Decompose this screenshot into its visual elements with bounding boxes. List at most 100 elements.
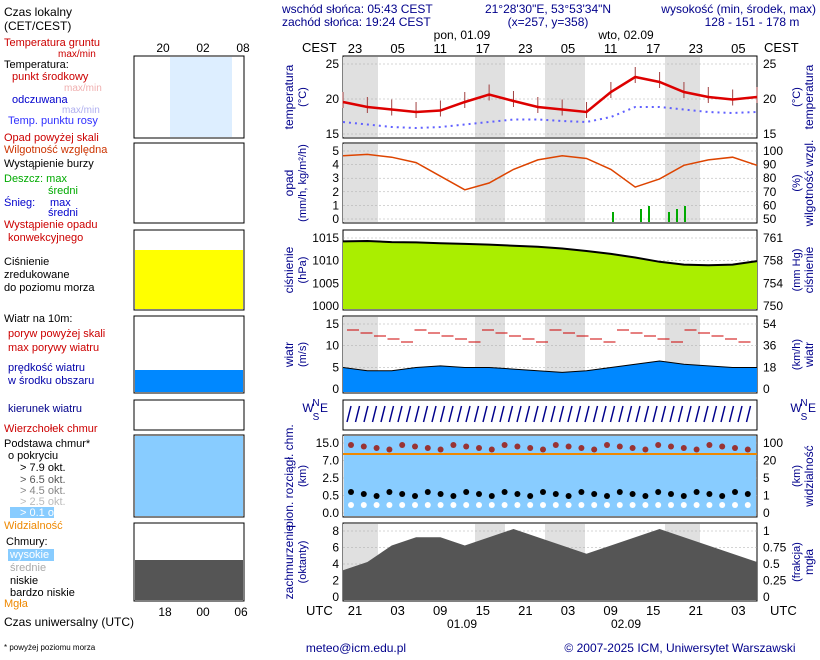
sunset-text: zachód słońca: 19:24 CEST — [282, 15, 431, 29]
legend-column: Czas lokalny (CET/CEST) Temperatura grun… — [4, 5, 250, 652]
night-band-temp-2 — [545, 57, 585, 137]
tick-right-cov-2: 0.5 — [763, 557, 780, 571]
cloud-base-dot-16 — [552, 491, 559, 497]
wind-arrow-6 — [397, 405, 403, 423]
panel-precip: 5 100 4 90 3 80 2 70 1 60 0 50 — [332, 142, 783, 226]
night-band-temp-0 — [343, 57, 378, 137]
wind-arrow-26 — [567, 405, 573, 423]
cloud-base-dot-24 — [655, 489, 662, 495]
cloud-top-dot-24 — [655, 442, 662, 448]
cloud-low-dot-17 — [565, 502, 572, 508]
legend-high-bg — [8, 549, 54, 561]
axis-label-press-left-unit: (hPa) — [297, 257, 309, 284]
hour-bottom-7: 15 — [646, 603, 660, 618]
hour-bottom-6: 09 — [603, 603, 617, 618]
hour-top-5: 05 — [561, 41, 575, 56]
hours-bottom-axis: 21 03 09 15 21 03 09 15 21 03 — [348, 603, 746, 618]
footnote: * powyżej poziomu morza — [4, 643, 96, 652]
cloud-low-dot-28 — [706, 502, 713, 508]
cloud-base-dot-27 — [693, 489, 700, 495]
cloud-top-dot-30 — [732, 445, 738, 451]
cloud-top-dot-16 — [552, 442, 559, 448]
wind-arrow-21 — [524, 405, 531, 423]
axis-label-cloud-left: pion. rozciągł. chm. — [282, 424, 296, 527]
wind-arrow-28 — [584, 405, 590, 423]
tick-right-temp-1: 20 — [763, 92, 777, 106]
axis-label-temp-left-unit: (°C) — [297, 87, 309, 107]
cloud-top-dot-19 — [591, 446, 598, 453]
cloud-base-dot-4 — [399, 491, 406, 497]
cloud-low-dot-14 — [527, 502, 534, 508]
cloud-top-dot-18 — [578, 445, 585, 451]
hour-top-0: 23 — [348, 41, 362, 56]
cloud-top-dot-2 — [373, 445, 380, 451]
panel-bg-dir — [342, 399, 758, 431]
panel-dir — [342, 399, 758, 431]
legend-high: wysokie — [9, 549, 49, 561]
cloud-base-dot-26 — [680, 493, 687, 499]
wind-arrow-12 — [448, 405, 454, 423]
legend-max-gust: max porywy wiatru — [8, 342, 99, 354]
legend-soil-maxmin: max/min — [58, 49, 96, 60]
tick-right-precip-2: 80 — [763, 171, 777, 185]
tick-left-precip-1: 4 — [332, 158, 339, 172]
cloud-top-dot-11 — [488, 446, 495, 453]
cloud-low-dot-2 — [373, 502, 380, 508]
wind-arrow-27 — [575, 405, 582, 423]
tick-left-temp-2: 15 — [326, 127, 340, 141]
cloud-top-dot-27 — [693, 446, 700, 453]
coverage-area — [343, 529, 757, 600]
cloud-top-dot-9 — [463, 443, 470, 450]
cloud-base-dot-28 — [706, 491, 713, 497]
altitude-title: wysokość (min, środek, max) — [660, 2, 816, 16]
axis-label-wind-left-unit: (m/s) — [297, 342, 309, 367]
wind-arrow-36 — [652, 405, 658, 423]
footer-email[interactable]: meteo@icm.edu.pl — [306, 641, 406, 655]
cloud-base-dot-8 — [450, 493, 457, 499]
legend-snow: Śnieg: — [4, 196, 35, 209]
wind-arrow-22 — [533, 405, 539, 423]
wind-arrow-10 — [431, 405, 437, 423]
compass-e-left: E — [320, 401, 328, 415]
precip-bar-3 — [668, 212, 670, 222]
tick-left-cloud-3: 0.5 — [322, 489, 339, 503]
legend-wind-fill — [135, 370, 243, 392]
legend-utc-time: Czas uniwersalny (UTC) — [4, 615, 134, 629]
precip-bar-2 — [648, 206, 650, 222]
cloud-low-dot-30 — [732, 502, 738, 508]
cloud-base-dot-19 — [591, 491, 598, 497]
axis-label-temp-right: temperatura — [802, 64, 816, 129]
wind-arrow-0 — [346, 405, 352, 423]
panel-temp: 25 25 20 20 15 15 — [326, 55, 777, 141]
cloud-base-dot-10 — [476, 491, 482, 497]
tick-left-temp-0: 25 — [326, 57, 340, 71]
wind-arrow-32 — [618, 405, 624, 423]
tick-left-precip-3: 2 — [332, 185, 339, 199]
tick-right-cov-0: 1 — [763, 524, 770, 538]
hour-top-1: 05 — [390, 41, 404, 56]
cloud-low-dot-10 — [476, 502, 482, 508]
cloud-low-dot-19 — [591, 502, 598, 508]
cloud-low-dot-9 — [463, 502, 470, 508]
tick-right-press-1: 758 — [763, 254, 783, 268]
wind-arrow-8 — [414, 405, 420, 423]
cloud-low-dot-20 — [604, 502, 610, 508]
tick-left-cov-0: 8 — [332, 524, 339, 538]
axis-label-press-left: ciśnienie — [282, 246, 296, 293]
grid-text: (x=257, y=358) — [508, 15, 589, 29]
cloud-base-dot-23 — [642, 493, 649, 499]
cloud-low-dot-5 — [412, 502, 418, 508]
tick-right-precip-1: 90 — [763, 158, 777, 172]
tick-left-wind-0: 15 — [326, 317, 340, 331]
precip-bar-0 — [612, 212, 614, 222]
legend-pressure-2: zredukowane — [4, 269, 69, 281]
cloud-base-dot-22 — [629, 491, 636, 497]
cloud-base-dot-29 — [719, 493, 726, 499]
hour-top-8: 23 — [689, 41, 703, 56]
tick-right-cloud-2: 5 — [763, 471, 770, 485]
legend-wind-dir: kierunek wiatru — [8, 403, 82, 415]
tick-right-press-2: 754 — [763, 276, 783, 290]
cloud-low-dot-21 — [616, 502, 623, 508]
wind-arrow-39 — [677, 405, 684, 423]
legend-wind: Wiatr na 10m: — [4, 313, 72, 325]
